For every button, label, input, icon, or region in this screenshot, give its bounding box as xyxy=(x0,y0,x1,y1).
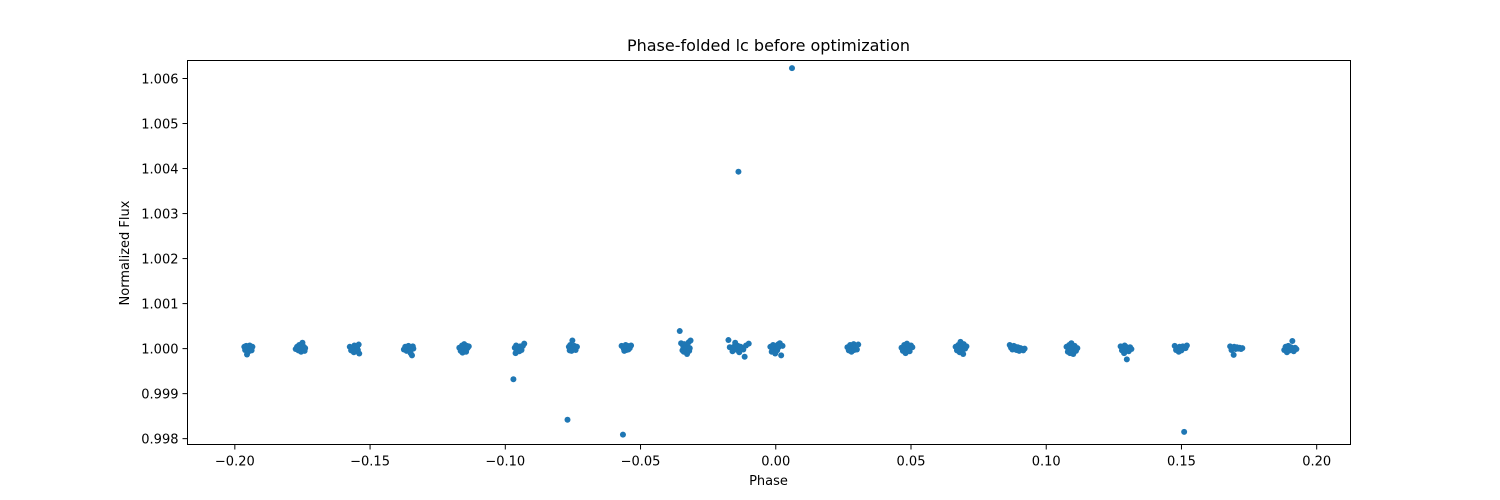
data-point xyxy=(1293,346,1300,353)
data-point xyxy=(355,341,362,348)
data-point xyxy=(510,376,517,383)
data-point xyxy=(686,345,693,352)
data-point xyxy=(628,342,635,349)
x-axis-ticks: −0.20 −0.15 −0.10 −0.05 0.00 0.05 0.10 0.15 0.20 xyxy=(215,444,1331,470)
x-tick-label: −0.05 xyxy=(621,455,661,470)
x-tick-label: 0.20 xyxy=(1302,455,1331,470)
data-point xyxy=(569,337,576,344)
x-tick-label: 0.10 xyxy=(1032,455,1061,470)
data-point xyxy=(1181,428,1188,435)
data-point xyxy=(741,353,748,360)
data-point xyxy=(687,337,694,344)
data-point xyxy=(356,350,363,357)
x-tick-label: −0.20 xyxy=(215,455,255,470)
data-point xyxy=(1128,346,1135,353)
data-point xyxy=(410,345,417,352)
y-tick-label: 1.003 xyxy=(141,208,178,223)
data-point xyxy=(725,337,732,344)
x-tick-label: 0.00 xyxy=(761,455,790,470)
data-point xyxy=(735,168,742,175)
data-point xyxy=(745,340,752,347)
x-axis-label: Phase xyxy=(749,474,788,489)
data-point xyxy=(676,328,683,335)
y-tick-label: 1.002 xyxy=(141,253,178,268)
y-tick-label: 0.998 xyxy=(141,433,178,448)
y-axis-ticks: 0.998 0.999 1.000 1.001 1.002 1.003 1.004 1.005… xyxy=(141,73,188,448)
data-point xyxy=(564,416,571,423)
y-tick-label: 1.004 xyxy=(141,163,178,178)
data-point xyxy=(1074,345,1081,352)
x-tick-label: −0.15 xyxy=(350,455,390,470)
y-axis-label: Normalized Flux xyxy=(118,200,133,305)
data-point xyxy=(788,65,795,72)
data-point xyxy=(619,431,626,438)
data-point xyxy=(1230,351,1237,358)
y-tick-label: 1.005 xyxy=(141,118,178,133)
data-point xyxy=(521,340,528,347)
data-point xyxy=(408,352,415,359)
data-point xyxy=(960,351,967,358)
data-point xyxy=(963,343,970,350)
data-point xyxy=(573,343,580,350)
data-points xyxy=(241,65,1300,438)
y-tick-label: 1.001 xyxy=(141,298,178,313)
plot-frame xyxy=(187,60,1351,445)
data-point xyxy=(779,342,786,349)
y-tick-label: 0.999 xyxy=(141,388,178,403)
data-point xyxy=(1021,345,1028,352)
x-tick-label: 0.05 xyxy=(897,455,926,470)
data-point xyxy=(855,341,862,348)
data-point xyxy=(465,343,472,350)
data-point xyxy=(778,352,785,359)
data-point xyxy=(853,346,860,353)
y-tick-label: 1.006 xyxy=(141,73,178,88)
data-point xyxy=(1123,356,1130,363)
data-point xyxy=(1239,345,1246,352)
chart-title: Phase-folded lc before optimization xyxy=(627,36,910,55)
data-point xyxy=(909,344,916,351)
x-tick-label: −0.10 xyxy=(485,455,525,470)
y-tick-label: 1.000 xyxy=(141,343,178,358)
data-point xyxy=(302,345,309,352)
data-point xyxy=(249,343,256,350)
x-tick-label: 0.15 xyxy=(1167,455,1196,470)
data-point xyxy=(1183,342,1190,349)
data-point xyxy=(1289,337,1296,344)
